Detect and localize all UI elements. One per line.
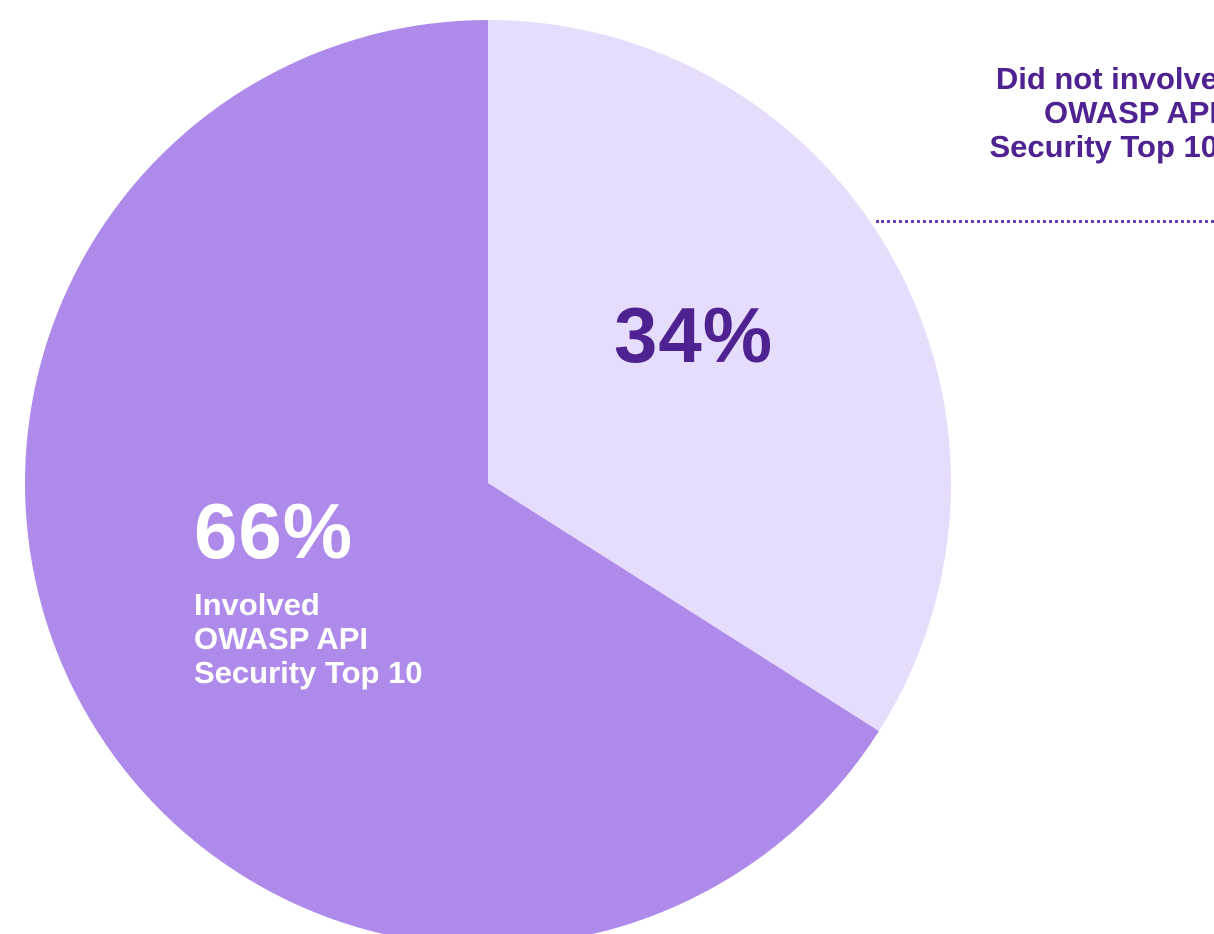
slice-value-label-involved: 66%: [194, 487, 354, 575]
leader-line: [876, 220, 1214, 223]
slice-description-not-involved: Did not involve OWASP API Security Top 1…: [989, 61, 1214, 164]
slice-description-involved: Involved OWASP API Security Top 10: [194, 587, 423, 690]
pie-slice-involved: [25, 20, 879, 934]
slice-value-label-not-involved: 34%: [614, 291, 774, 379]
pie-slice-not-involved: [488, 20, 951, 732]
